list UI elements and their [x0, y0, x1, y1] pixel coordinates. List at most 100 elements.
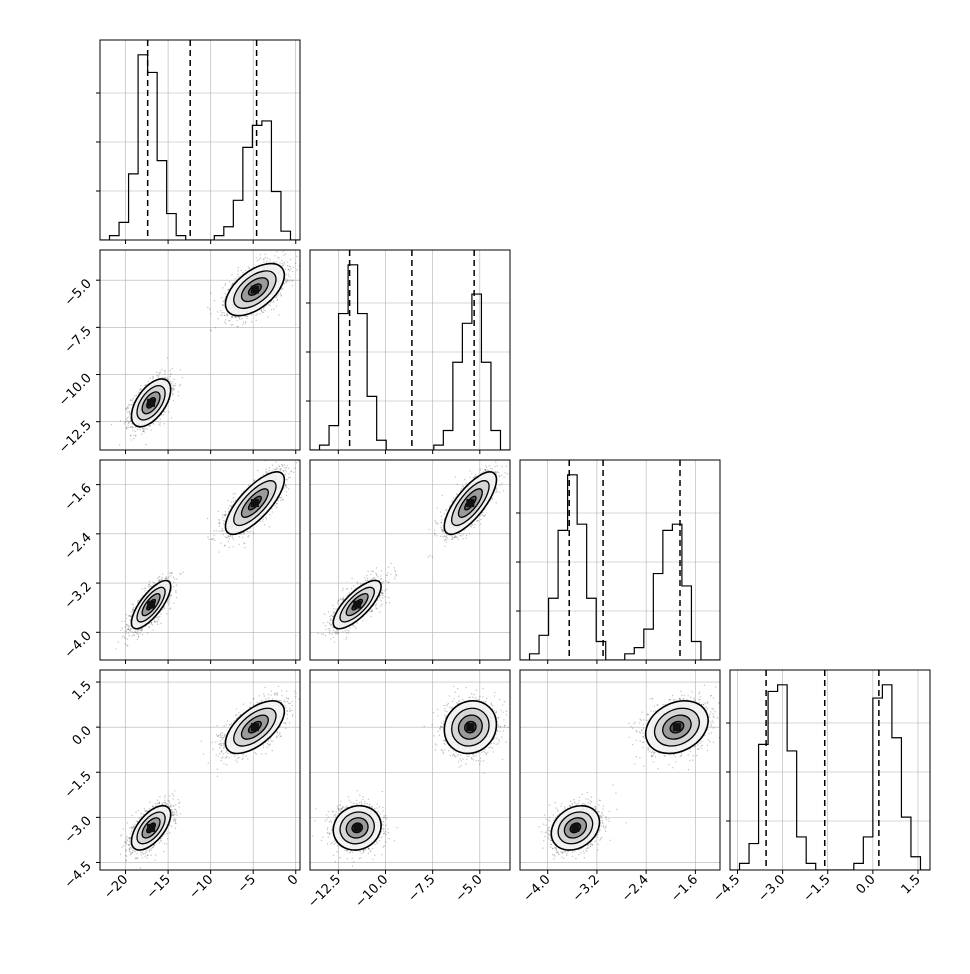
scatter-point — [295, 263, 296, 264]
scatter-point — [255, 315, 256, 316]
scatter-point — [214, 300, 215, 301]
scatter-point — [222, 517, 223, 518]
scatter-point — [169, 573, 170, 574]
scatter-point — [173, 378, 174, 379]
scatter-point — [210, 292, 211, 293]
scatter-point — [122, 636, 123, 637]
scatter-point — [173, 581, 174, 582]
scatter-point — [225, 293, 226, 294]
scatter-point — [286, 465, 287, 466]
scatter-point — [170, 575, 171, 576]
scatter-point — [292, 279, 293, 280]
scatter-point — [157, 421, 158, 422]
scatter-point — [286, 467, 287, 468]
scatter-point — [133, 398, 134, 399]
scatter-point — [136, 633, 137, 634]
scatter-point — [166, 576, 167, 577]
scatter-point — [277, 295, 278, 296]
scatter-point — [127, 639, 128, 640]
scatter-point — [167, 357, 168, 358]
scatter-point — [130, 435, 131, 436]
scatter-point — [145, 588, 146, 589]
plot-area — [520, 460, 720, 660]
scatter-point — [171, 368, 172, 369]
scatter-point — [224, 545, 225, 546]
scatter-point — [285, 269, 286, 270]
scatter-point — [157, 377, 158, 378]
scatter-point — [278, 314, 279, 315]
panel-1-0 — [100, 239, 309, 455]
scatter-point — [241, 270, 242, 271]
scatter-point — [164, 578, 165, 579]
scatter-point — [125, 633, 126, 634]
scatter-point — [131, 635, 132, 636]
scatter-point — [127, 406, 128, 407]
histogram-3 — [730, 685, 930, 870]
scatter-point — [159, 616, 160, 617]
axes-frame — [730, 670, 930, 870]
scatter-point — [140, 388, 141, 389]
scatter-point — [288, 269, 289, 270]
scatter-point — [231, 274, 232, 275]
scatter-point — [160, 372, 161, 373]
scatter-point — [278, 257, 279, 258]
scatter-point — [130, 426, 131, 427]
scatter-point — [149, 584, 150, 585]
scatter-point — [131, 404, 132, 405]
scatter-point — [174, 385, 175, 386]
scatter-point — [132, 604, 133, 605]
scatter-point — [154, 582, 155, 583]
scatter-point — [174, 578, 175, 579]
scatter-point — [140, 385, 141, 386]
scatter-point — [129, 413, 130, 414]
scatter-point — [276, 305, 277, 306]
scatter-point — [149, 586, 150, 587]
scatter-point — [245, 270, 246, 271]
scatter-point — [123, 635, 124, 636]
scatter-point — [233, 497, 234, 498]
scatter-point — [138, 631, 139, 632]
scatter-point — [128, 628, 129, 629]
scatter-point — [167, 600, 168, 601]
scatter-point — [126, 420, 127, 421]
scatter-point — [152, 376, 153, 377]
scatter-point — [229, 281, 230, 282]
scatter-point — [159, 374, 160, 375]
scatter-point — [150, 429, 151, 430]
scatter-point — [158, 375, 159, 376]
scatter-point — [171, 573, 172, 574]
scatter-point — [138, 636, 139, 637]
scatter-point — [227, 313, 228, 314]
scatter-point — [285, 274, 286, 275]
scatter-point — [207, 536, 208, 537]
scatter-point — [156, 372, 157, 373]
scatter-point — [134, 431, 135, 432]
scatter-point — [238, 317, 239, 318]
scatter-point — [263, 258, 264, 259]
scatter-point — [176, 585, 177, 586]
scatter-point — [128, 416, 129, 417]
scatter-point — [277, 300, 278, 301]
scatter-point — [260, 257, 261, 258]
scatter-point — [171, 417, 172, 418]
scatter-point — [248, 266, 249, 267]
scatter-point — [132, 401, 133, 402]
density-peak — [147, 601, 155, 609]
scatter-point — [161, 579, 162, 580]
scatter-point — [277, 257, 278, 258]
scatter-point — [260, 254, 261, 255]
scatter-point — [282, 263, 283, 264]
scatter-point — [281, 289, 282, 290]
scatter-point — [166, 613, 167, 614]
scatter-point — [128, 404, 129, 405]
scatter-point — [175, 590, 176, 591]
scatter-point — [286, 262, 287, 263]
scatter-point — [209, 309, 210, 310]
scatter-point — [128, 423, 129, 424]
scatter-point — [245, 321, 246, 322]
scatter-point — [276, 251, 277, 252]
scatter-point — [286, 281, 287, 282]
scatter-point — [172, 394, 173, 395]
scatter-point — [289, 276, 290, 277]
scatter-point — [133, 438, 134, 439]
